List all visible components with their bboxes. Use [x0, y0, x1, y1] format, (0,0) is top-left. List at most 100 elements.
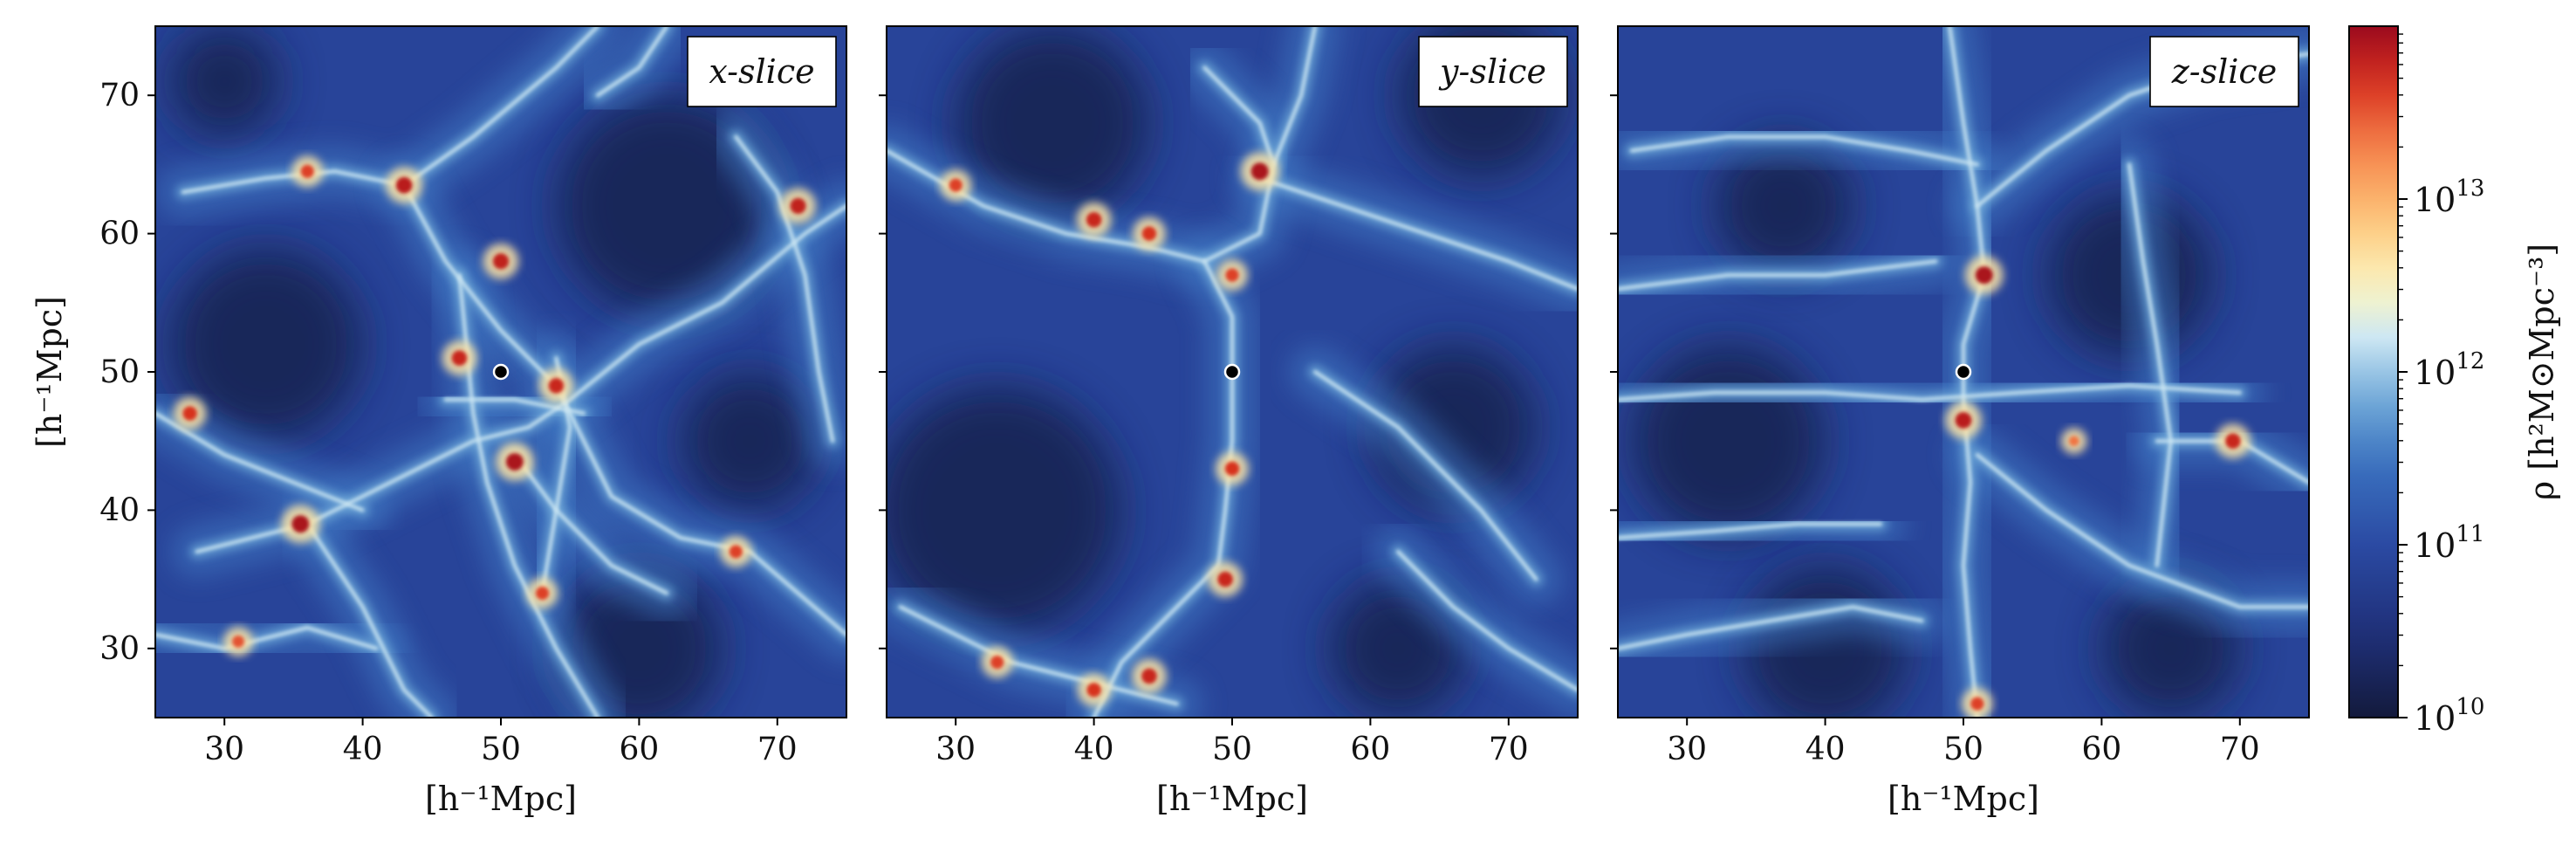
- center-marker: [1955, 363, 1972, 381]
- x-tick-label: 50: [1943, 732, 1983, 767]
- panel-title-box: [2149, 36, 2299, 107]
- center-marker: [1223, 363, 1241, 381]
- halo-core: [1086, 211, 1102, 228]
- void-region: [168, 26, 280, 137]
- x-tick-label: 50: [1212, 732, 1252, 767]
- x-tick-label: 70: [757, 732, 798, 767]
- y-tick-label: 40: [99, 492, 140, 528]
- colorbar: 1010 1011 1012 1013 ρ [h²M⊙Mpc⁻³]: [2348, 25, 2561, 738]
- halo-core: [182, 406, 197, 421]
- void-region: [1714, 136, 1853, 276]
- halo-core: [990, 656, 1004, 670]
- filament-core: [155, 626, 379, 650]
- halo-core: [949, 178, 963, 192]
- halo-core: [2225, 433, 2241, 449]
- filament-core: [443, 397, 586, 416]
- halo-core: [548, 378, 565, 394]
- halo-core: [291, 515, 310, 533]
- y-tick-label: 50: [99, 354, 140, 390]
- halo-core: [535, 586, 550, 601]
- filament-core: [898, 605, 1179, 706]
- filament-core: [1975, 453, 2309, 609]
- halo-core: [451, 350, 468, 366]
- x-tick-label: 70: [1489, 732, 1529, 767]
- colorbar-label: ρ [h²M⊙Mpc⁻³]: [2523, 244, 2561, 500]
- halo-core: [790, 197, 806, 215]
- filament-core: [512, 453, 669, 595]
- filament-core: [1396, 549, 1578, 692]
- halo-core: [1250, 162, 1269, 181]
- halo-core: [1141, 668, 1157, 684]
- x-tick-label: 50: [481, 732, 521, 767]
- halo-core: [1225, 268, 1239, 282]
- void-region: [680, 372, 819, 511]
- x-tick-label: 30: [1667, 732, 1707, 767]
- colorbar-tick-label: 1012: [2414, 348, 2484, 392]
- void-region: [887, 385, 1122, 635]
- filament-core: [1618, 605, 1924, 650]
- halo-core: [300, 164, 314, 178]
- filament-core: [2127, 162, 2173, 567]
- colorbar-tick-label: 1010: [2414, 694, 2484, 738]
- panel-title: z-slice: [2171, 52, 2277, 91]
- halo-core: [1086, 683, 1101, 698]
- x-tick-label: 60: [1350, 732, 1390, 767]
- density-field: [887, 26, 1578, 718]
- filament-core: [305, 522, 434, 718]
- filament-core: [155, 411, 365, 512]
- panel-title-box: [687, 36, 837, 107]
- x-tick-label: 40: [1805, 732, 1846, 767]
- panel-y-slice: 30 40 50 60 70 [h⁻¹Mpc] y-slice: [879, 25, 1579, 818]
- x-tick-label: 30: [935, 732, 976, 767]
- filament-core: [1092, 259, 1234, 718]
- panel-title-box: [1418, 36, 1568, 107]
- void-region: [956, 26, 1149, 220]
- x-tick-label: 40: [343, 732, 383, 767]
- panel-title: y-slice: [1438, 52, 1546, 91]
- void-region: [168, 247, 363, 442]
- filament-core: [1202, 65, 1276, 167]
- halo-core: [1955, 412, 1972, 429]
- filament-core: [1618, 522, 1882, 540]
- halo-core: [2068, 436, 2079, 447]
- x-axis-label: [h⁻¹Mpc]: [1156, 780, 1308, 818]
- y-tick-label: 60: [99, 216, 140, 252]
- x-tick-label: 60: [619, 732, 659, 767]
- filament-core: [595, 26, 669, 98]
- halo-core: [492, 253, 510, 270]
- halo-core: [232, 635, 245, 648]
- density-field: [155, 26, 846, 718]
- colorbar-gradient: [2348, 25, 2399, 718]
- filament-core: [1618, 383, 2242, 402]
- x-axis-label: [h⁻¹Mpc]: [425, 780, 577, 818]
- halo-core: [1224, 461, 1240, 477]
- filament-core: [1313, 370, 1538, 581]
- halo-core: [395, 176, 413, 194]
- x-tick-label: 60: [2081, 732, 2121, 767]
- y-tick-label: 30: [99, 631, 140, 667]
- y-tick-label: 70: [99, 78, 140, 113]
- center-marker: [492, 363, 510, 381]
- x-tick-label: 30: [204, 732, 244, 767]
- colorbar-tick-label: 1013: [2414, 175, 2484, 219]
- halo-core: [1975, 266, 1993, 285]
- halo-core: [1217, 571, 1233, 588]
- filament-core: [734, 134, 835, 443]
- halo-core: [729, 545, 743, 559]
- y-axis-label: [h⁻¹Mpc]: [31, 296, 69, 448]
- colorbar-tick-label: 1011: [2414, 521, 2484, 565]
- panel-z-slice: 30 40 50 60 70 [h⁻¹Mpc] z-slice: [1610, 25, 2310, 818]
- x-tick-label: 70: [2220, 732, 2260, 767]
- x-axis-label: [h⁻¹Mpc]: [1887, 780, 2039, 818]
- panel-x-slice: 30 40 50 60 70 30 40 50 60 70 [h⁻¹Mpc] [h⁻¹Mpc] x-sl…: [31, 25, 847, 818]
- panels-group: 30 40 50 60 70 30 40 50 60 70 [h⁻¹Mpc] [h⁻¹Mpc] x-sl…: [31, 25, 2310, 818]
- filament-core: [1618, 259, 1938, 291]
- halo-core: [505, 452, 524, 471]
- halo-core: [1141, 226, 1157, 241]
- panel-title: x-slice: [709, 52, 814, 91]
- halo-core: [1970, 697, 1984, 711]
- x-tick-label: 40: [1074, 732, 1114, 767]
- filament-core: [1629, 134, 1979, 167]
- filament-core: [1257, 176, 1578, 291]
